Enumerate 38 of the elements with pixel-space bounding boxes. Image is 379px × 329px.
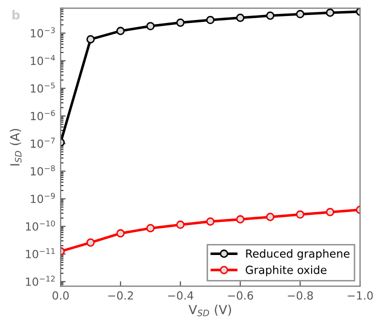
point [296,210,304,219]
point [266,212,274,222]
point [146,22,155,30]
point [296,10,304,18]
point [206,16,215,24]
y-tick-label: 10$^{−9}$ [30,192,55,204]
legend-label: Reduced graphene [246,249,350,260]
y-tick-label: 10$^{−11}$ [26,248,55,258]
point [236,14,244,22]
point [236,215,244,224]
y-tick-label: 10$^{−4}$ [30,54,55,66]
point [86,35,95,44]
x-tick-label: −0.6 [228,291,254,300]
x-tick-label: −0.4 [168,291,194,300]
x-tick-label: −0.8 [288,291,313,300]
y-tick-label: 10$^{−6}$ [30,110,55,120]
point [176,220,185,229]
y-tick-label: 10$^{−5}$ [30,82,55,93]
y-tick-label: 10$^{−3}$ [30,27,55,38]
x-axis-title: V$_{SD}$ (V) [188,304,232,316]
point [116,26,125,36]
point [116,229,125,238]
x-tick-label: 0.0 [52,291,69,300]
point [326,208,334,216]
legend-label: Graphite oxide [246,265,326,276]
point [176,18,185,27]
y-tick-label: 10$^{−10}$ [26,220,55,231]
x-tick-label: −1.0 [348,291,373,300]
point [146,224,155,232]
y-tick-label: 10$^{−12}$ [26,276,55,286]
x-tick-label: −0.2 [108,291,133,300]
point [326,8,334,17]
point [206,217,215,226]
y-tick-label: 10$^{−7}$ [30,138,55,148]
point [86,238,95,247]
y-tick-label: 10$^{−8}$ [30,165,55,176]
y-axis-title: I$_{SD}$ (A) [10,128,22,166]
point [266,12,274,20]
